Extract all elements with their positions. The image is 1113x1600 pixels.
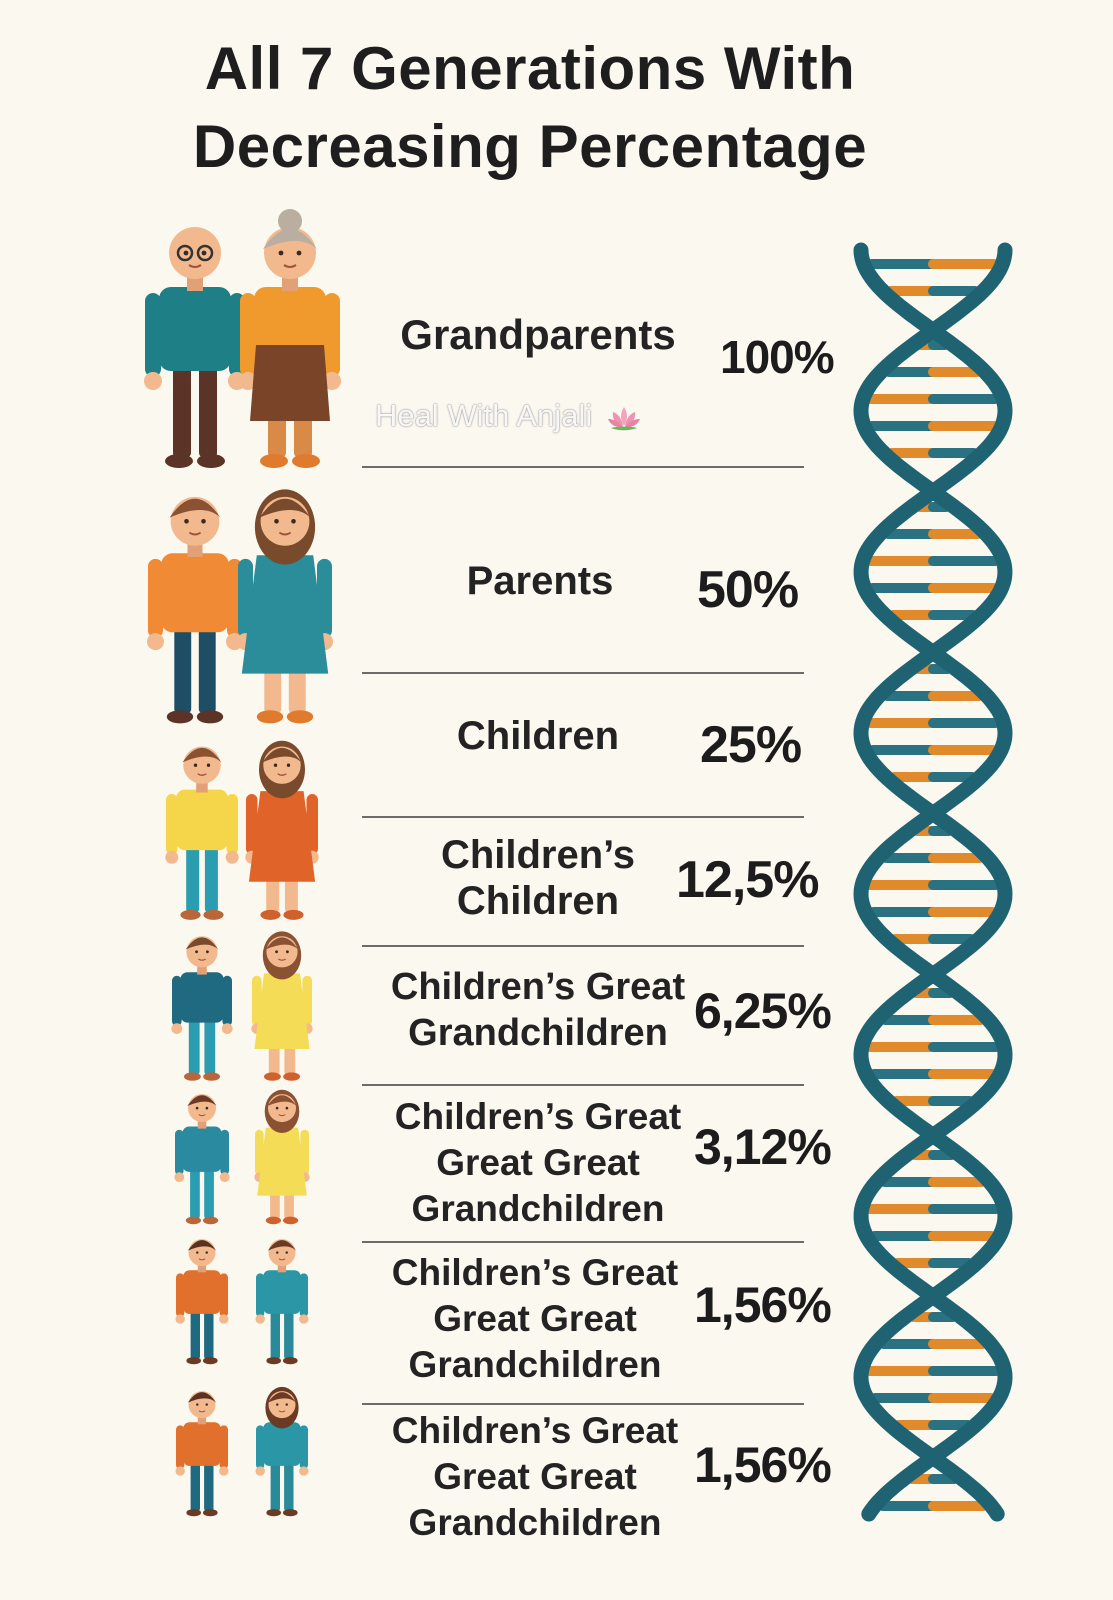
generation-percentage: 25% — [700, 716, 802, 774]
generation-label-line: Grandchildren — [408, 1012, 668, 1054]
generation-percentage: 6,25% — [694, 983, 832, 1039]
row-divider — [362, 1241, 804, 1243]
title-line-1: All 7 Generations With — [204, 35, 856, 102]
generation-label: Children’s Great Great Great Grandchildren — [335, 1408, 735, 1546]
generation-percentage: 3,12% — [694, 1119, 832, 1175]
family-figures — [144, 209, 341, 1517]
watermark: Heal With Anjali — [375, 398, 643, 434]
generation-label: Children’s Children — [338, 832, 738, 924]
generation-label-line: Grandparents — [400, 311, 676, 358]
generation-label-line: Children’s — [440, 833, 636, 877]
generation-label: Parents — [340, 558, 740, 604]
generation-label-line: Great Great — [436, 1142, 640, 1183]
row-divider — [362, 466, 804, 468]
girl-icon — [245, 740, 319, 920]
row-divider — [362, 1084, 804, 1086]
girl-icon — [255, 1239, 309, 1365]
dna-strand — [853, 242, 1013, 1522]
lotus-icon — [607, 406, 640, 431]
girl-icon — [255, 1386, 309, 1517]
boy-icon — [175, 1239, 229, 1365]
generation-label-line: Great Great — [433, 1298, 637, 1339]
row-divider — [362, 945, 804, 947]
generation-percentage: 1,56% — [694, 1277, 832, 1333]
generation-label-line: Grandchildren — [408, 1502, 662, 1543]
girl-icon — [251, 931, 313, 1081]
row-divider — [362, 816, 804, 818]
boy-icon — [165, 746, 239, 920]
generation-percentage: 12,5% — [676, 851, 819, 909]
generation-label-line: Children’s Great — [390, 966, 686, 1008]
row-divider — [362, 1403, 804, 1405]
generation-label-line: Children — [456, 714, 620, 758]
generation-label-line: Great Great — [433, 1456, 637, 1497]
watermark-text: Heal With Anjali — [375, 398, 593, 433]
generation-label: Children — [338, 713, 738, 759]
generation-label: Grandparents — [338, 312, 738, 358]
girl-icon — [254, 1089, 310, 1225]
generation-label: Children’s Great Great Great Grandchildren — [335, 1250, 735, 1388]
boy-icon — [174, 1094, 230, 1225]
grandmother-icon — [239, 209, 341, 468]
mother-icon — [237, 489, 333, 724]
father-icon — [147, 496, 243, 724]
generation-percentage: 1,56% — [694, 1437, 832, 1493]
generation-label-line: Parents — [466, 559, 614, 603]
generation-label-line: Grandchildren — [411, 1188, 665, 1229]
boy-icon — [171, 936, 233, 1081]
title-line-2: Decreasing Percentage — [192, 113, 868, 180]
generation-percentage: 50% — [697, 561, 799, 619]
generation-label-line: Children’s Great — [391, 1252, 679, 1293]
boy-icon — [175, 1391, 229, 1517]
generation-label-line: Children’s Great — [394, 1096, 682, 1137]
generation-label-line: Children — [456, 879, 620, 923]
generation-percentage: 100% — [720, 331, 835, 383]
page-title: All 7 Generations With Decreasing Percen… — [0, 30, 1060, 186]
grandfather-icon — [144, 227, 246, 468]
generation-label-line: Grandchildren — [408, 1344, 662, 1385]
dna-strand — [853, 242, 1013, 1522]
row-divider — [362, 672, 804, 674]
generation-label-line: Children’s Great — [391, 1410, 679, 1451]
generation-label: Children’s Great Grandchildren — [338, 964, 738, 1056]
generation-label: Children’s Great Great Great Grandchildren — [338, 1094, 738, 1232]
